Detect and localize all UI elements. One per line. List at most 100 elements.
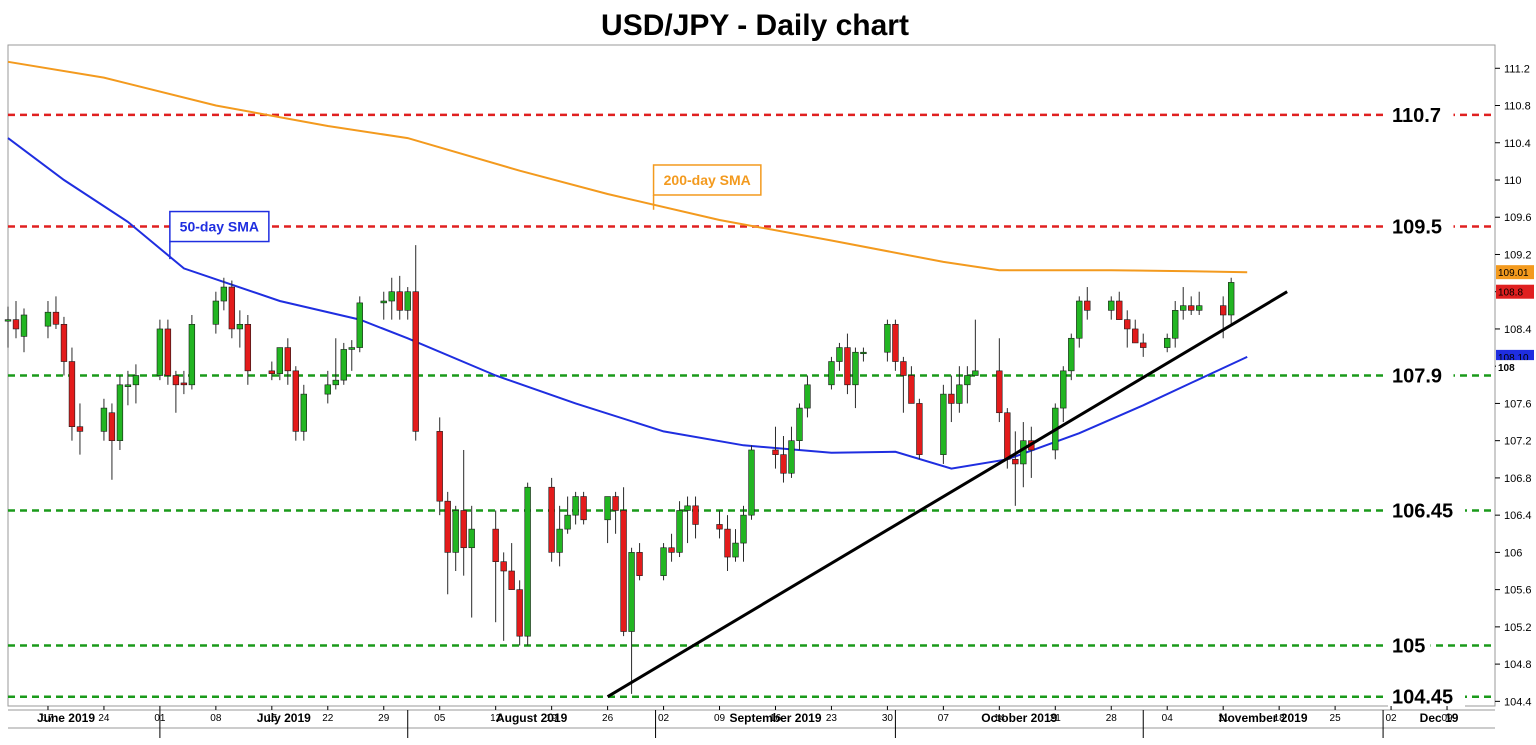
candle-body — [356, 302, 363, 348]
candle-body — [404, 291, 411, 311]
y-tick-label: 107.6 — [1504, 398, 1532, 410]
price-tag-bg — [1496, 265, 1534, 280]
candle-body — [972, 370, 979, 376]
trendline-layer — [606, 290, 1288, 698]
candle-body — [892, 323, 899, 362]
candle-body — [300, 393, 307, 432]
price-tag-bg — [1496, 360, 1534, 375]
candle-body — [380, 300, 387, 304]
candle-body — [508, 570, 515, 590]
candle-body — [684, 505, 691, 511]
sma-layer — [7, 60, 1248, 470]
candle-body — [948, 393, 955, 404]
candle-body — [964, 375, 971, 386]
candle-body — [212, 300, 220, 325]
level-label-bg — [1388, 363, 1454, 388]
x-month-label: June 2019 — [37, 711, 95, 725]
y-tick-label: 106.4 — [1504, 510, 1532, 522]
x-tick-label: 29 — [378, 713, 390, 724]
candles-layer — [4, 245, 1235, 694]
y-tick-label: 110 — [1504, 175, 1522, 187]
candle-body — [740, 514, 747, 544]
candle-body — [116, 384, 124, 441]
candle-body — [1172, 310, 1179, 339]
candle-body — [68, 361, 76, 428]
candle-body — [452, 510, 459, 553]
candle-body — [340, 349, 347, 381]
price-tag-bg — [1496, 284, 1534, 299]
candle-body — [1164, 337, 1171, 348]
candle-body — [172, 375, 180, 386]
candle-body — [1132, 328, 1139, 344]
candle-body — [660, 547, 667, 576]
x-tick-label: 26 — [602, 713, 614, 724]
sma-line — [7, 60, 1248, 274]
candle-body — [124, 384, 132, 387]
y-tick-label: 106 — [1504, 547, 1522, 559]
level-label-bg — [1388, 214, 1454, 239]
y-tick-label: 104.4 — [1504, 696, 1532, 708]
candle-body — [220, 286, 228, 302]
x-month-label: September 2019 — [729, 711, 821, 725]
y-tick-label: 110.8 — [1504, 101, 1531, 113]
x-tick-label: 14 — [994, 713, 1006, 724]
candle-body — [444, 500, 451, 553]
y-tick-label: 104.8 — [1504, 659, 1532, 671]
sma-label: 200-day SMA — [664, 172, 751, 188]
candle-body — [1220, 305, 1227, 316]
level-label: 104.45 — [1392, 687, 1453, 709]
x-tick-label: 02 — [658, 713, 670, 724]
candle-body — [828, 361, 835, 386]
candle-body — [292, 370, 299, 432]
price-tag-label: 109.01 — [1498, 268, 1529, 279]
price-tag-label: 108 — [1498, 363, 1515, 374]
y-tick-label: 107.2 — [1504, 436, 1532, 448]
level-lines-layer: 110.7 109.5 107.9 106.45 105 104.45 — [8, 102, 1495, 709]
candle-body — [324, 384, 331, 395]
candle-body — [788, 440, 795, 474]
candle-body — [884, 323, 891, 353]
candle-body — [940, 393, 947, 455]
x-month-label: July 2019 — [257, 711, 311, 725]
level-label-bg — [1388, 498, 1465, 523]
candle-body — [1227, 282, 1235, 316]
x-tick-label: 04 — [1162, 713, 1174, 724]
candle-body — [804, 384, 811, 409]
candle-body — [156, 328, 164, 376]
candle-body — [436, 431, 443, 502]
candle-body — [236, 323, 244, 330]
y-tick-label: 111.2 — [1504, 63, 1530, 75]
candle-body — [580, 496, 587, 521]
candle-body — [348, 347, 355, 350]
axes-layer: 104.4 104.8 105.2 105.6 106 106.4 106.8 107.2 10… — [8, 63, 1534, 738]
candle-body — [620, 510, 627, 632]
candle-body — [492, 528, 499, 562]
candle-body — [108, 412, 116, 441]
x-tick-label: 09 — [1441, 713, 1453, 724]
y-tick-label: 109.6 — [1504, 212, 1532, 224]
x-tick-label: 12 — [490, 713, 502, 724]
candle-body — [44, 311, 52, 327]
candle-body — [1188, 305, 1195, 311]
level-label-bg — [1388, 633, 1431, 658]
candle-body — [332, 379, 339, 386]
candle-body — [724, 528, 731, 558]
candle-body — [908, 375, 915, 404]
level-label: 105 — [1392, 635, 1425, 657]
candle-body — [556, 528, 563, 553]
candle-body — [60, 323, 68, 362]
candle-body — [268, 370, 276, 374]
candle-body — [900, 361, 907, 376]
candle-body — [164, 328, 172, 376]
level-label: 107.9 — [1392, 366, 1442, 388]
x-tick-label: 30 — [882, 713, 894, 724]
candle-body — [732, 542, 739, 558]
candle-body — [20, 314, 28, 337]
candle-body — [500, 561, 507, 572]
candle-body — [548, 486, 555, 553]
candle-body — [388, 291, 395, 302]
candle-body — [796, 407, 803, 441]
candle-body — [396, 291, 403, 311]
candle-body — [564, 514, 571, 530]
